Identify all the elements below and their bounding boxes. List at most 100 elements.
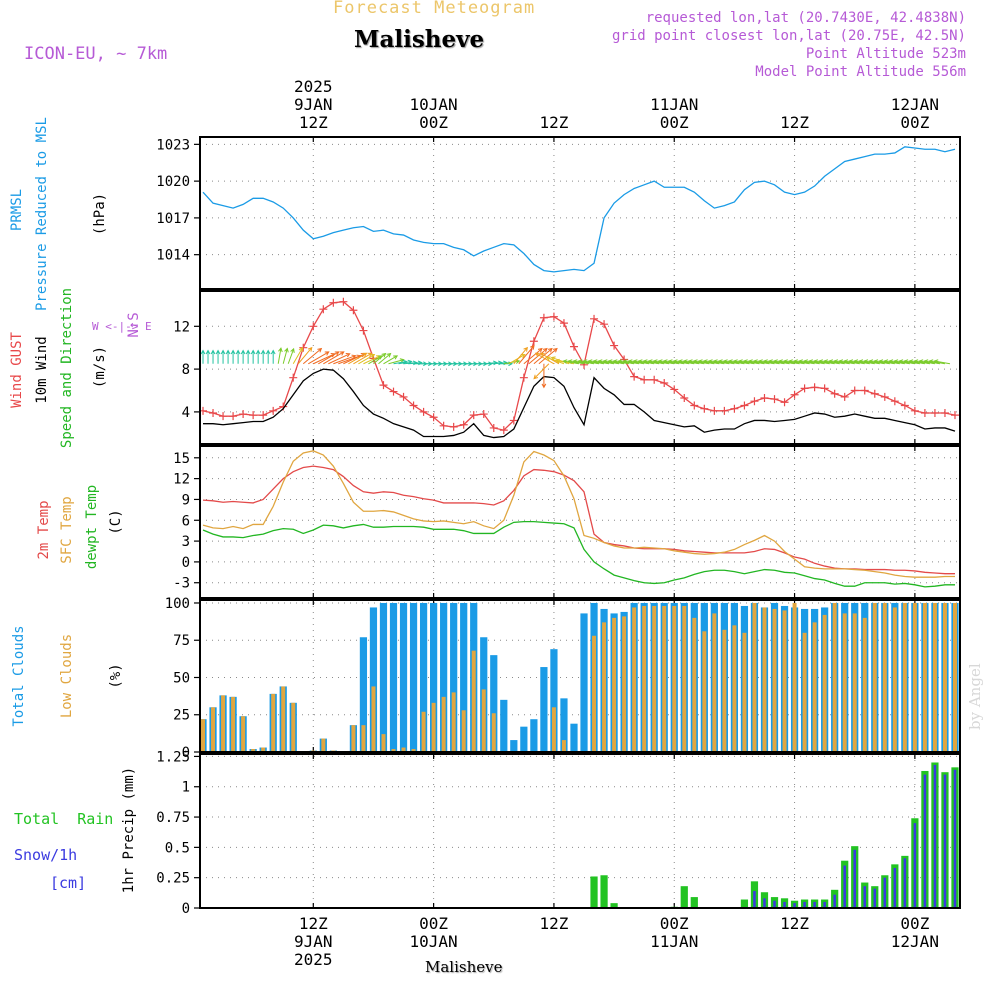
location-title: Malisheve [354,26,485,53]
clouds-bar-2 [782,610,787,752]
clouds-bar-1 [510,740,518,752]
gust-marker [509,416,518,425]
gust-marker [269,406,278,415]
point-altitude: Point Altitude 523m [805,46,966,62]
precip-bar-2 [893,867,897,908]
clouds-bar-2 [251,749,256,752]
temperature-dewpt-temp-line [202,521,955,588]
precip-bar-2 [753,891,756,908]
clouds-bar-2 [361,725,366,752]
gust-marker [569,342,578,351]
gust-marker [880,392,889,401]
gust-marker [640,375,649,384]
clouds-bar-2 [431,702,436,752]
wind-panel: 4 8 12 [173,291,961,445]
gust-marker [469,411,478,420]
gust-marker [900,401,909,410]
gust-marker [419,407,428,416]
gust-marker [890,397,899,406]
clouds-bar-2 [942,602,947,752]
clouds-bar-2 [772,608,777,752]
gust-marker [920,408,929,417]
clouds-bar-2 [201,719,205,752]
precip-bar-2 [933,764,937,908]
gust-marker [309,322,318,331]
temperature-ytick-label: -3 [173,576,190,592]
clouds-bar-2 [872,602,877,752]
gust-marker [660,379,669,388]
clouds-bar-2 [291,702,296,752]
gust-marker [680,393,689,402]
temperature-ytick-label: 9 [182,492,190,508]
bottom-time-label: 12Z [539,914,568,933]
top-time-label: 00Z [419,113,448,132]
wind-arrow [255,349,261,364]
precip-ytick-label: 1 [182,780,190,796]
precip-bar-2 [913,823,917,908]
wind-wind-gust-line [202,301,956,431]
panel-labels: PRMSL Pressure Reduced to MSL (hPa) Wind… [9,117,152,893]
clouds-bar-2 [652,605,657,752]
wind-arrow [523,347,543,365]
top-time-label: 12JAN [891,95,939,114]
clouds-bar-1 [359,637,368,752]
pressure-ytick-label: 1017 [156,211,190,227]
wind-arrow [297,346,313,365]
clouds-bar-2 [421,711,426,752]
gust-marker [810,383,819,392]
top-time-label: 00Z [660,113,689,132]
gust-marker [289,373,298,382]
clouds-bar-2 [742,632,747,752]
wind-arrow [230,349,236,364]
gust-marker [630,372,639,381]
gust-marker [219,412,228,421]
wind-arrow [518,344,535,365]
gust-marker [349,306,358,315]
precip-ytick-label: 1.25 [156,749,190,765]
wind-arrow [302,347,323,365]
gust-marker [539,313,548,322]
clouds-bar-2 [411,749,416,752]
gust-marker [910,406,919,415]
top-time-label: 00Z [900,113,929,132]
gust-marker [650,375,659,384]
wind-arrow [338,354,362,365]
clouds-bar-2 [912,602,917,752]
clouds-label-low: Low Clouds [59,634,75,718]
gust-marker [459,420,468,429]
wind-ytick-label: 12 [173,319,190,335]
clouds-bar-2 [862,617,867,752]
pressure-series-line [202,146,956,273]
temperature-ytick-label: 6 [182,513,190,529]
clouds-bar-2 [732,625,737,752]
wind-arrow [318,351,340,365]
clouds-bar-1 [440,602,448,752]
gust-marker [449,422,458,431]
gust-marker [299,343,308,352]
wind-arrow [538,347,558,365]
clouds-label-total: Total Clouds [11,625,27,726]
clouds-bar-2 [441,696,446,752]
clouds-bar-2 [321,738,326,752]
gust-marker [389,387,398,396]
clouds-bar-2 [812,622,817,752]
wind-arrow [220,349,226,364]
clouds-bar-2 [672,605,677,752]
precip-bar-2 [953,769,957,908]
clouds-bar-1 [540,667,548,752]
model-label: ICON-EU, ~ 7km [24,44,168,64]
clouds-bar-2 [792,602,797,752]
wind-arrow [388,358,405,365]
clouds-bar-2 [211,707,216,752]
clouds-bar-2 [381,734,386,752]
gust-marker [950,411,959,420]
wind-arrow [250,349,256,364]
temperature-frame [199,445,961,599]
gust-marker [780,398,789,407]
wind-arrow [225,349,231,364]
top-time-label: 2025 [294,77,333,96]
wind-arrow [373,352,387,365]
gust-marker [700,404,709,413]
clouds-bar-1 [580,613,588,752]
clouds-bar-2 [762,607,767,752]
